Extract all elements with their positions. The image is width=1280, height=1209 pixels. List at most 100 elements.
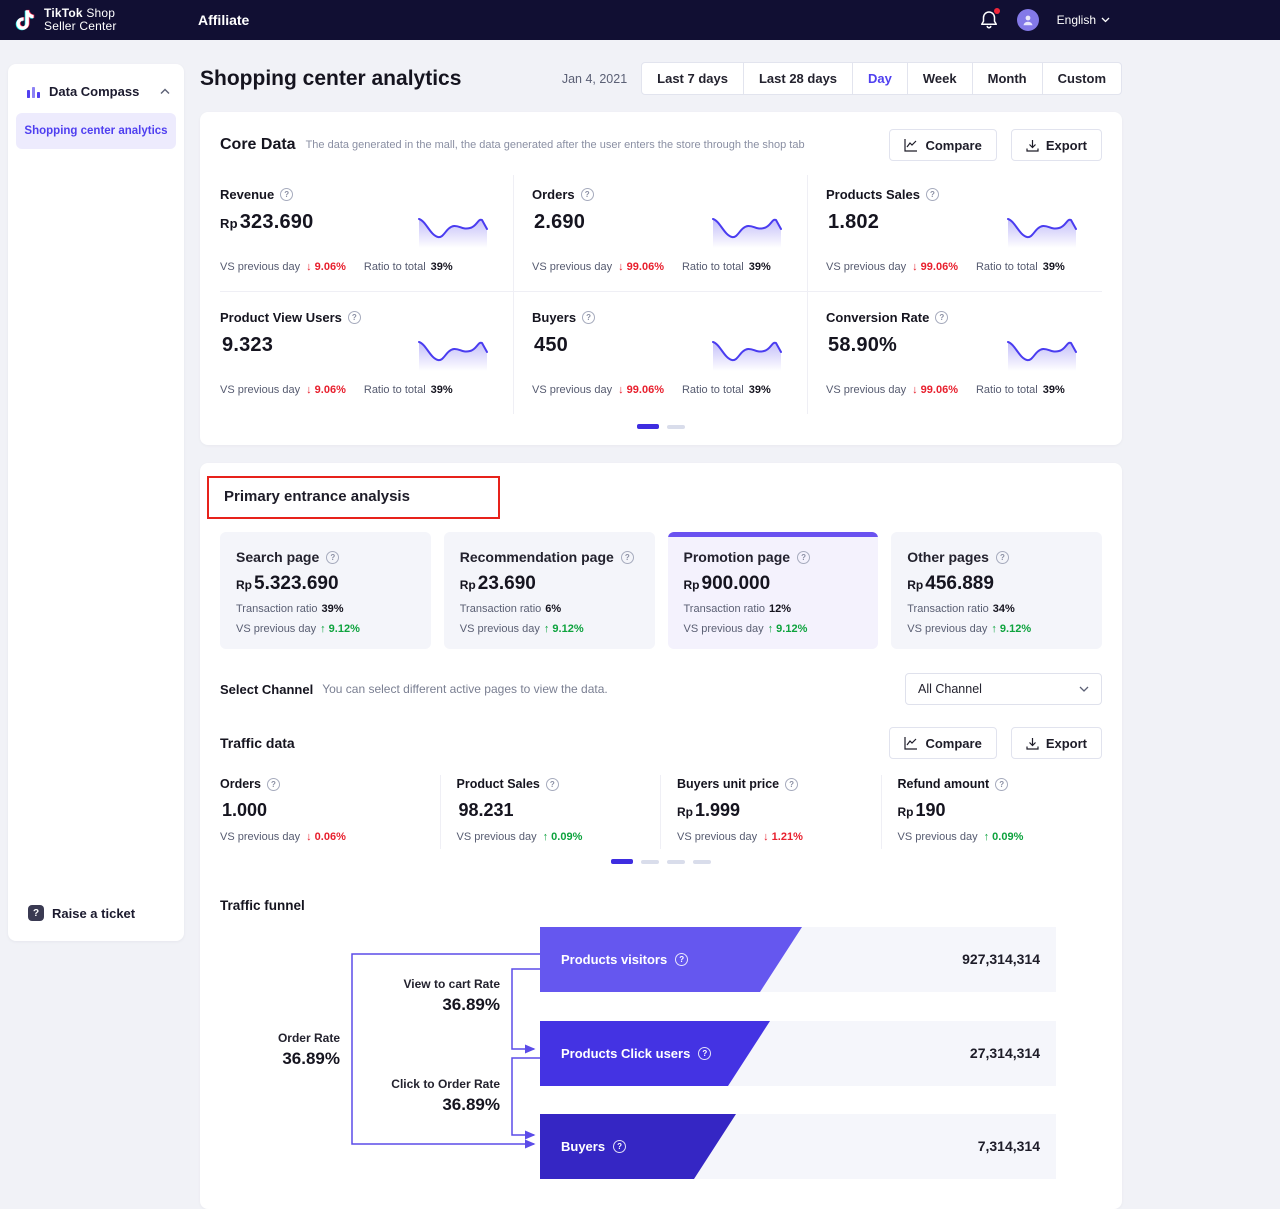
core-data-pagination: [220, 414, 1102, 437]
compare-button[interactable]: Compare: [889, 129, 997, 161]
pagination-dot[interactable]: [641, 859, 659, 864]
bar-chart-icon: [27, 87, 40, 98]
tab-day[interactable]: Day: [852, 62, 908, 95]
help-icon[interactable]: [280, 188, 294, 201]
sidebar-group-data-compass[interactable]: Data Compass: [8, 64, 184, 111]
annotation-highlight-box: Primary entrance analysis: [207, 476, 500, 519]
funnel-value-buyers: 7,314,314: [977, 1138, 1040, 1154]
core-data-subtitle: The data generated in the mall, the data…: [305, 139, 805, 151]
tab-last-7-days[interactable]: Last 7 days: [641, 62, 744, 95]
tiktok-logo-icon: [15, 9, 35, 31]
traffic-card-product-sales: Product Sales 98.231 VS previous day0.09…: [441, 775, 661, 849]
compare-chart-icon: [904, 139, 918, 152]
core-data-panel: Core Data The data generated in the mall…: [200, 112, 1122, 445]
metric-card-products-sales: Products Sales 1.802 VS previous day99.0…: [808, 175, 1102, 292]
click-to-order-rate-value: 36.89%: [442, 1095, 500, 1114]
nav-item-affiliate[interactable]: Affiliate: [198, 12, 250, 28]
download-icon: [1026, 737, 1039, 750]
sparkline-chart: [418, 218, 488, 248]
funnel-bar-products-visitors: Products visitors: [540, 927, 802, 992]
help-icon[interactable]: [925, 188, 939, 201]
help-icon[interactable]: [620, 550, 634, 564]
traffic-data-pagination: [220, 849, 1102, 872]
brand-logo[interactable]: TikTok Shop Seller Center: [0, 7, 188, 33]
core-data-title: Core Data: [220, 136, 296, 153]
help-icon[interactable]: [995, 550, 1009, 564]
pagination-dot[interactable]: [693, 859, 711, 864]
help-icon[interactable]: [326, 550, 340, 564]
select-channel-title: Select Channel: [220, 681, 314, 697]
metric-card-buyers: Buyers 450 VS previous day99.06%Ratio to…: [514, 292, 808, 414]
entrance-card-search-page[interactable]: Search page Rp5.323.690 Transaction rati…: [220, 532, 431, 649]
person-icon: [1023, 15, 1033, 26]
compare-button[interactable]: Compare: [889, 727, 997, 759]
help-icon[interactable]: [347, 311, 361, 324]
entrance-cards: Search page Rp5.323.690 Transaction rati…: [220, 532, 1102, 649]
traffic-metrics-row: Orders 1.000 VS previous day0.06% Produc…: [220, 775, 1102, 849]
traffic-card-buyers-unit-price: Buyers unit price Rp1.999 VS previous da…: [661, 775, 882, 849]
help-icon[interactable]: [580, 188, 594, 201]
help-icon[interactable]: [545, 777, 559, 791]
tab-month[interactable]: Month: [971, 62, 1043, 95]
export-button[interactable]: Export: [1010, 129, 1102, 161]
traffic-funnel-chart: Products visitors Products Click users B…: [220, 917, 1102, 1189]
sparkline-chart: [418, 341, 488, 371]
metric-card-orders: Orders 2.690 VS previous day99.06%Ratio …: [514, 175, 808, 292]
tab-week[interactable]: Week: [906, 62, 973, 95]
help-icon[interactable]: [797, 550, 811, 564]
question-icon: [28, 905, 44, 921]
help-icon[interactable]: [698, 1047, 711, 1060]
date-range-tabs: Last 7 days Last 28 days Day Week Month …: [641, 62, 1122, 95]
raise-ticket-button[interactable]: Raise a ticket: [28, 905, 135, 921]
help-icon[interactable]: [582, 311, 596, 324]
help-icon[interactable]: [267, 777, 280, 791]
traffic-card-orders: Orders 1.000 VS previous day0.06%: [220, 775, 441, 849]
help-icon[interactable]: [995, 777, 1009, 791]
help-icon[interactable]: [675, 953, 688, 966]
user-avatar[interactable]: [1016, 9, 1039, 31]
help-icon[interactable]: [613, 1140, 626, 1153]
channel-dropdown[interactable]: All Channel: [905, 673, 1102, 705]
compare-chart-icon: [904, 737, 918, 750]
sidebar: Data Compass Shopping center analytics R…: [8, 64, 184, 941]
top-navbar: TikTok Shop Seller Center Affiliate Engl…: [0, 0, 1280, 40]
sparkline-chart: [712, 218, 782, 248]
metric-card-conversion-rate: Conversion Rate 58.90% VS previous day99…: [808, 292, 1102, 414]
primary-entrance-panel: Primary entrance analysis Search page Rp…: [200, 463, 1122, 1209]
traffic-data-title: Traffic data: [220, 735, 295, 751]
pagination-dot[interactable]: [667, 859, 685, 864]
chevron-up-icon: [160, 88, 170, 94]
view-to-cart-rate-label: View to cart Rate: [403, 977, 500, 991]
pagination-dot[interactable]: [637, 424, 659, 429]
view-to-cart-rate-value: 36.89%: [442, 995, 500, 1014]
funnel-bar-products-click-users: Products Click users: [540, 1021, 770, 1086]
notification-badge: [993, 8, 1000, 14]
pagination-dot[interactable]: [611, 859, 633, 864]
language-selector[interactable]: English: [1057, 13, 1110, 27]
order-rate-value: 36.89%: [282, 1049, 340, 1068]
chevron-down-icon: [1079, 686, 1089, 692]
sparkline-chart: [712, 341, 782, 371]
sidebar-item-shopping-center-analytics[interactable]: Shopping center analytics: [16, 113, 176, 149]
order-rate-label: Order Rate: [277, 1031, 340, 1045]
help-icon[interactable]: [785, 777, 799, 791]
chevron-down-icon: [1101, 17, 1110, 23]
entrance-title: Primary entrance analysis: [224, 488, 410, 505]
select-channel-description: You can select different active pages to…: [322, 682, 608, 696]
traffic-funnel-title: Traffic funnel: [220, 898, 305, 913]
click-to-order-rate-label: Click to Order Rate: [391, 1077, 500, 1091]
export-button[interactable]: Export: [1010, 727, 1102, 759]
notifications-bell-icon[interactable]: [979, 8, 1000, 30]
help-icon[interactable]: [935, 311, 949, 324]
tab-last-28-days[interactable]: Last 28 days: [742, 62, 854, 95]
funnel-value-products-visitors: 927,314,314: [962, 951, 1040, 967]
tab-custom[interactable]: Custom: [1041, 62, 1122, 95]
page-header: Shopping center analytics Jan 4, 2021 La…: [200, 62, 1122, 95]
pagination-dot[interactable]: [667, 424, 685, 429]
